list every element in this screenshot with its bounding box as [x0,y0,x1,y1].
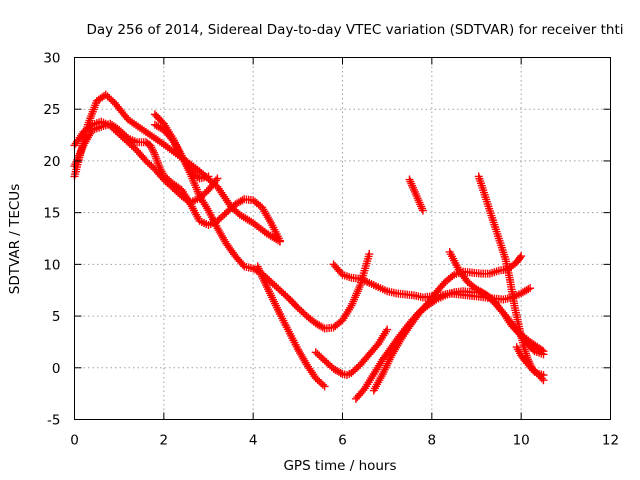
y-axis-label: SDTVAR / TECUs [7,184,23,294]
series-track-1 [70,90,284,246]
chart-title: Day 256 of 2014, Sidereal Day-to-day VTE… [86,22,623,38]
series-track-12 [445,247,548,356]
data-point [204,172,213,181]
axis-ticks: 0 2 4 6 8 10 12 -5 0 5 10 15 20 25 30 [43,51,619,449]
data-point [211,176,220,185]
x-tick-label: 2 [160,433,169,449]
data-point [517,252,526,261]
data-point [516,253,525,262]
data-point [539,371,548,380]
data-point [275,236,284,245]
series-track-5 [150,110,374,333]
data-point [365,250,374,259]
data-point [539,347,548,356]
data-point [320,382,329,391]
data-point [526,284,535,293]
series-track-3 [70,119,284,245]
y-tick-label: 0 [52,361,61,377]
data-point [318,380,327,389]
y-tick-label: 10 [43,257,60,273]
x-tick-label: 0 [70,433,79,449]
data-point [265,217,274,226]
series-track-6 [253,262,329,391]
data-point [383,325,392,334]
y-tick-label: 30 [43,51,60,67]
x-tick-label: 10 [513,433,530,449]
y-tick-label: 5 [52,309,61,325]
series-track-14 [512,343,548,380]
y-tick-label: 20 [43,154,60,170]
x-tick-label: 12 [602,433,619,449]
y-tick-label: -5 [47,413,60,429]
x-tick-label: 6 [338,433,347,449]
data-point [148,145,157,154]
series-track-7 [311,325,392,380]
data-point [418,206,427,215]
data-points [70,90,548,403]
data-point [146,141,155,150]
data-point [150,148,159,157]
data-point [336,368,345,377]
data-point [524,285,533,294]
series-track-11 [405,175,427,215]
data-point [147,143,156,152]
series-track-9 [351,287,548,403]
data-point [448,272,457,281]
x-axis-label: GPS time / hours [283,458,396,474]
data-point [213,174,222,183]
y-tick-label: 15 [43,206,60,222]
series-track-2 [70,117,222,207]
x-tick-label: 4 [249,433,258,449]
series-track-10 [369,252,526,395]
data-point [149,146,158,155]
data-point [122,132,131,141]
y-tick-label: 25 [43,102,60,118]
x-tick-label: 8 [428,433,437,449]
data-point [538,346,547,355]
